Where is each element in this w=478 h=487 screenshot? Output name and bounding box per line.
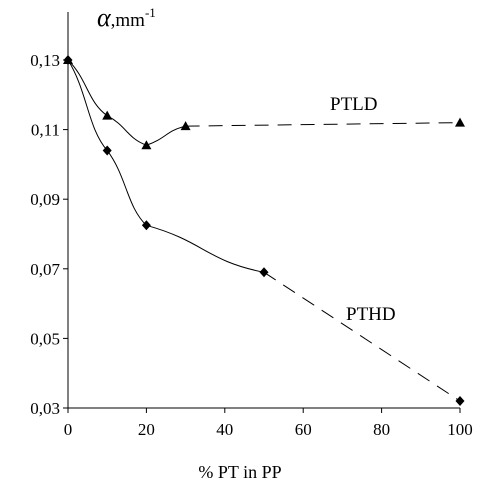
data-point-diamond <box>141 220 151 231</box>
series-line-segment <box>185 122 461 127</box>
x-tick-label: 40 <box>216 420 233 439</box>
data-point-diamond <box>63 55 73 65</box>
series-line-segment <box>67 59 108 151</box>
series-line-segment <box>263 271 461 402</box>
y-ticks: 0,03 0,05 0,07 0,09 0,11 0,13 <box>30 51 68 418</box>
y-tick-label: 0,03 <box>30 399 60 418</box>
series-line-segment <box>146 224 265 273</box>
y-axis-label: α,mm-1 <box>97 3 156 32</box>
data-point-triangle <box>455 117 465 127</box>
axes <box>67 12 460 409</box>
series-label-pthd: PTHD <box>346 304 396 325</box>
x-tick-label: 20 <box>138 420 155 439</box>
data-point-diamond <box>455 396 465 407</box>
x-tick-label: 80 <box>373 420 390 439</box>
y-tick-label: 0,13 <box>30 51 60 70</box>
data-point-diamond <box>102 145 112 156</box>
series-line-segment <box>67 59 108 117</box>
series-ptld <box>63 55 465 150</box>
series-layer <box>63 55 465 407</box>
data-point-triangle <box>102 110 113 120</box>
x-tick-label: 60 <box>295 420 312 439</box>
x-axis-label: % PT in PP <box>198 462 281 482</box>
y-axis-label-unit: ,mm <box>111 10 146 31</box>
data-point-diamond <box>259 267 269 278</box>
x-ticks: 0 20 40 60 80 100 <box>64 408 473 439</box>
series-line-segment <box>106 115 147 146</box>
series-line-segment <box>106 150 147 226</box>
y-tick-label: 0,11 <box>31 121 60 140</box>
y-tick-label: 0,09 <box>30 190 60 209</box>
y-tick-label: 0,07 <box>30 260 60 279</box>
y-axis-label-symbol: α <box>97 3 112 32</box>
series-pthd <box>63 55 465 407</box>
x-tick-label: 100 <box>447 420 473 439</box>
y-axis-label-exponent: -1 <box>145 5 156 20</box>
data-point-triangle <box>141 140 152 150</box>
y-tick-label: 0,05 <box>30 329 60 348</box>
series-line-segment <box>146 125 186 146</box>
x-tick-label: 0 <box>64 420 73 439</box>
data-point-triangle <box>180 121 191 131</box>
series-label-ptld: PTLD <box>330 94 378 115</box>
